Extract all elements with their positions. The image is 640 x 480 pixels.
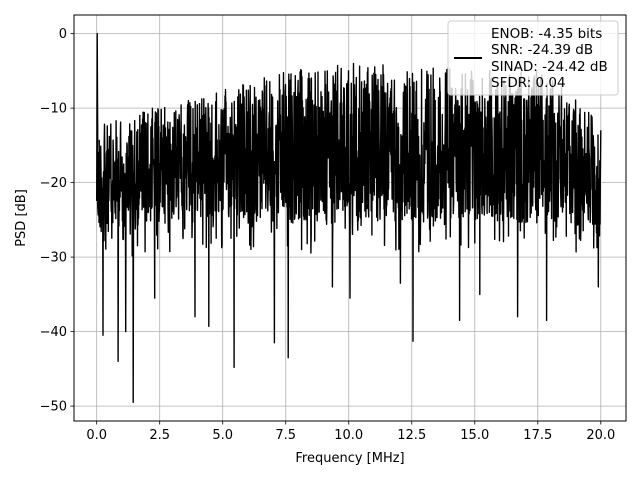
legend-box — [447, 20, 619, 96]
y-tick-label: −20 — [40, 176, 67, 191]
y-tick-label: −40 — [40, 325, 67, 340]
y-tick-label: −50 — [40, 400, 67, 415]
psd-line — [96, 32, 602, 404]
legend-enob: ENOB: -4.35 bits — [491, 26, 602, 42]
legend-sinad: SINAD: -24.42 dB — [491, 59, 608, 75]
x-tick-label: 10.0 — [334, 428, 363, 443]
psd-series — [96, 32, 602, 404]
x-axis-ticks: 0.0 2.5 5.0 7.5 10.0 12.5 15.0 17.5 20.0 — [86, 421, 615, 443]
x-tick-label: 17.5 — [523, 428, 552, 443]
y-axis-ticks: 0 −10 −20 −30 −40 −50 — [40, 27, 74, 415]
legend-sfdr: SFDR: 0.04 — [491, 75, 566, 91]
x-tick-label: 15.0 — [460, 428, 489, 443]
legend-snr: SNR: -24.39 dB — [491, 42, 593, 58]
legend: ENOB: -4.35 bits SNR: -24.39 dB SINAD: -… — [447, 20, 619, 96]
y-tick-label: −10 — [40, 102, 67, 117]
y-axis-label: PSD [dB] — [14, 189, 29, 247]
x-tick-label: 12.5 — [397, 428, 426, 443]
x-tick-label: 20.0 — [586, 428, 615, 443]
x-tick-label: 2.5 — [149, 428, 170, 443]
x-tick-label: 5.0 — [212, 428, 233, 443]
x-axis-label: Frequency [MHz] — [295, 451, 404, 466]
plot-frame — [73, 14, 627, 422]
x-tick-label: 7.5 — [275, 428, 296, 443]
x-tick-label: 0.0 — [86, 428, 107, 443]
y-tick-label: 0 — [59, 27, 67, 42]
y-tick-label: −30 — [40, 251, 67, 266]
